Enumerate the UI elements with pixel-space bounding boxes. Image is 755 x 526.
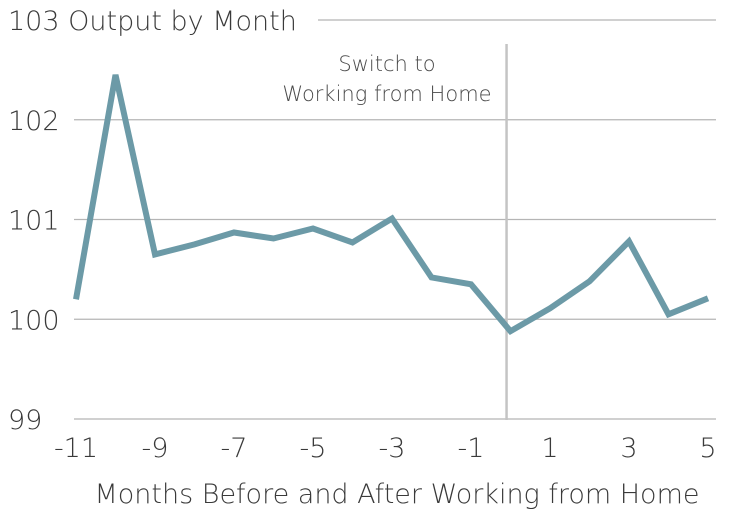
y-tick-label: 99 [8, 405, 42, 436]
annotation: Switch to Working from Home [282, 52, 491, 106]
y-tick-labels: 99 100 101 102 103 Output by Month [8, 6, 297, 436]
series-line [73, 74, 710, 336]
x-tick-label: -3 [379, 433, 406, 464]
annotation-line: Working from Home [282, 82, 491, 106]
y-tick-label: 103 Output by Month [8, 6, 297, 37]
x-tick-label: 1 [541, 433, 558, 464]
x-tick-label: -7 [221, 433, 248, 464]
x-tick-label: -5 [300, 433, 327, 464]
x-tick-label: -1 [458, 433, 485, 464]
y-tick-label: 101 [8, 206, 60, 237]
x-axis-title: Months Before and After Working from Hom… [94, 479, 699, 510]
y-tick-label: 102 [8, 106, 60, 137]
x-tick-label: 5 [699, 433, 716, 464]
x-tick-label: 3 [620, 433, 637, 464]
y-tick-label: 100 [8, 305, 60, 336]
series-group [73, 74, 710, 336]
x-tick-label: -9 [142, 433, 169, 464]
x-tick-label: -11 [54, 433, 98, 464]
x-tick-labels: -11 -9 -7 -5 -3 -1 1 3 5 [54, 433, 717, 464]
annotation-line: Switch to [338, 52, 435, 76]
